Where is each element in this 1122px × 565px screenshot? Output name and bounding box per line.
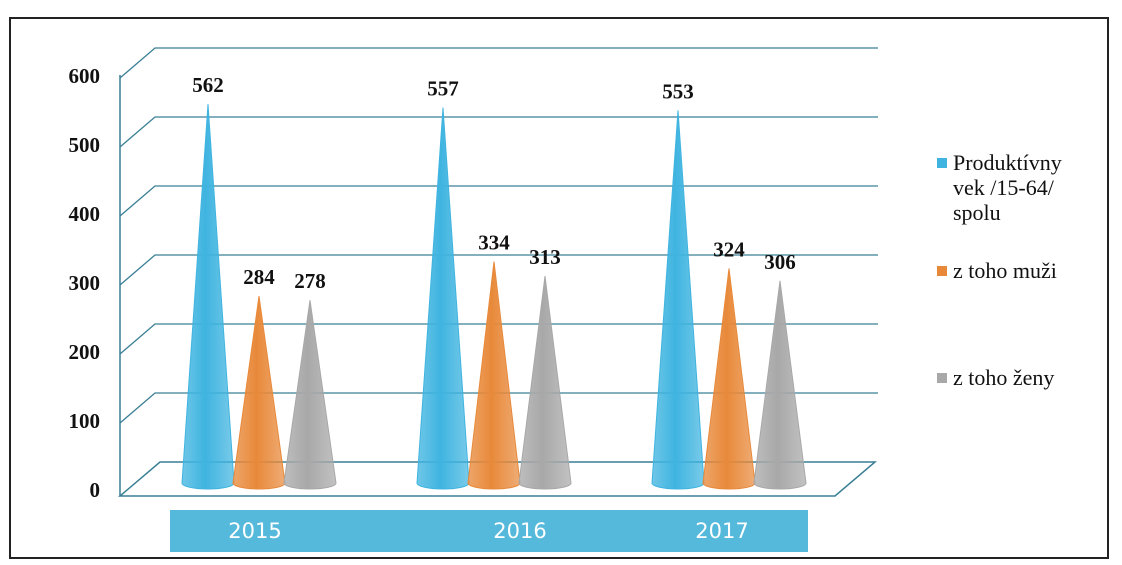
grid-line [119, 47, 878, 79]
legend-swatch [937, 373, 947, 383]
x-tick-label: 2017 [695, 519, 748, 543]
cone [651, 110, 705, 490]
y-tick-label: 200 [69, 340, 101, 364]
value-label: 557 [427, 77, 459, 101]
grid-line [119, 185, 878, 217]
legend-item: z toho ženy [937, 365, 1107, 390]
value-label: 284 [243, 265, 275, 289]
cone [181, 104, 235, 490]
value-label: 334 [478, 231, 510, 255]
legend-item: Produktívny vek /15-64/ spolu [937, 150, 1107, 225]
cone [753, 280, 807, 490]
y-tick-label: 300 [69, 271, 101, 295]
value-label: 313 [529, 245, 561, 269]
y-tick-label: 500 [69, 133, 101, 157]
grid-line [119, 254, 878, 286]
category-band [170, 510, 808, 552]
value-label: 278 [294, 269, 326, 293]
value-label: 306 [764, 250, 796, 274]
x-tick-label: 2015 [228, 519, 281, 543]
legend-label: z toho muži [953, 258, 1057, 283]
legend-item: z toho muži [937, 258, 1107, 283]
x-tick-label: 2016 [493, 519, 546, 543]
grid-line [119, 116, 878, 148]
value-label: 553 [662, 79, 694, 103]
legend-label: z toho ženy [953, 365, 1055, 390]
grid-line [119, 323, 878, 355]
legend-label: Produktívny vek /15-64/ spolu [953, 150, 1062, 225]
cone [467, 261, 521, 490]
value-label: 562 [192, 73, 224, 97]
y-tick-label: 0 [90, 478, 101, 502]
cone [518, 275, 572, 490]
cone [702, 268, 756, 490]
y-tick-label: 100 [69, 409, 101, 433]
legend-swatch [937, 158, 947, 168]
frame [9, 17, 1109, 559]
cone [283, 300, 337, 490]
y-tick-label: 600 [69, 64, 101, 88]
grid-line [119, 392, 878, 424]
cone [416, 107, 470, 490]
value-label: 324 [713, 237, 745, 261]
legend-swatch [937, 266, 947, 276]
y-tick-label: 400 [69, 202, 101, 226]
